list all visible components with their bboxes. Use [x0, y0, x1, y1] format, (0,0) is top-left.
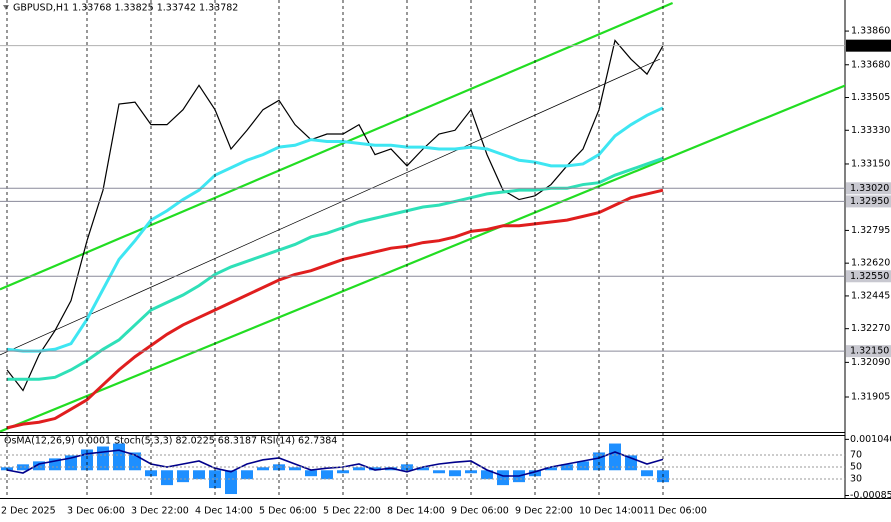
- x-tick-label: 11 Dec 06:00: [643, 506, 707, 517]
- y-tick-label: 1.31905: [851, 391, 890, 402]
- histogram-bar: [593, 452, 605, 471]
- y-tick-label: 1.33150: [851, 158, 890, 169]
- trend-line: [0, 1, 674, 291]
- histogram-bar: [145, 470, 157, 477]
- histogram-bar: [561, 464, 573, 471]
- y-tick-label: 1.32620: [851, 258, 890, 269]
- histogram-bar: [241, 470, 253, 480]
- y-tick-label: 1.33330: [851, 125, 890, 136]
- histogram-bar: [577, 461, 589, 471]
- current-price-label: 1.33782: [850, 40, 889, 51]
- histogram-bar: [609, 443, 621, 471]
- trend-line: [0, 84, 845, 432]
- y-tick-label: 1.32090: [851, 357, 890, 368]
- histogram-bar: [273, 464, 285, 471]
- x-tick-label: 2 Dec 2025: [1, 506, 56, 517]
- level-label-box: [846, 345, 891, 358]
- histogram-bar: [481, 470, 493, 480]
- x-tick-label: 5 Dec 22:00: [323, 506, 381, 517]
- level-label: 1.33020: [850, 183, 889, 194]
- histogram-bar: [177, 470, 189, 483]
- histogram-bar: [369, 467, 381, 471]
- x-tick-label: 4 Dec 14:00: [195, 506, 253, 517]
- y2-tick-label: 50: [850, 462, 862, 473]
- histogram-bar: [97, 446, 109, 471]
- x-tick-label: 3 Dec 22:00: [131, 506, 189, 517]
- x-tick-label: 3 Dec 06:00: [67, 506, 125, 517]
- chart-title: GBPUSD,H1 1.33768 1.33825 1.33742 1.3378…: [13, 3, 238, 14]
- level-label-box: [846, 270, 891, 283]
- histogram-bar: [209, 470, 221, 489]
- trend-line: [0, 58, 660, 356]
- y-tick-label: 1.32270: [851, 323, 890, 334]
- histogram-bar: [161, 470, 173, 486]
- y2-tick-label: 70: [850, 450, 862, 461]
- indicator-title: OsMA(12,26,9) 0.0001 Stoch(5,3,3) 82.022…: [4, 436, 337, 447]
- histogram-bar: [113, 443, 125, 471]
- y-tick-label: 1.33680: [851, 59, 890, 70]
- histogram-bar: [449, 470, 461, 477]
- x-tick-label: 8 Dec 14:00: [387, 506, 445, 517]
- series-line: [6, 39, 664, 392]
- histogram-bar: [401, 464, 413, 471]
- y-tick-label: 1.33860: [851, 26, 890, 37]
- histogram-bar: [257, 467, 269, 471]
- y-tick-label: 0.0010405: [850, 434, 891, 445]
- histogram-bar: [193, 470, 205, 480]
- y-tick-label: 1.33505: [851, 92, 890, 103]
- symbol-icon: [3, 5, 9, 10]
- histogram-bar: [49, 458, 61, 471]
- histogram-bar: [497, 470, 509, 486]
- x-tick-label: 9 Dec 06:00: [451, 506, 509, 517]
- level-label: 1.32550: [850, 271, 889, 282]
- current-price-box: [846, 39, 891, 52]
- histogram-bar: [641, 470, 653, 477]
- x-tick-label: 9 Dec 22:00: [515, 506, 573, 517]
- y2-tick-label: 30: [850, 474, 862, 485]
- y-tick-label: 1.32445: [851, 290, 890, 301]
- level-label-box: [846, 195, 891, 208]
- series-line: [6, 106, 664, 353]
- histogram-bar: [417, 467, 429, 471]
- level-label: 1.32950: [850, 196, 889, 207]
- histogram-bar: [17, 464, 29, 471]
- histogram-bar: [545, 467, 557, 471]
- histogram-bar: [225, 470, 237, 495]
- histogram-bar: [353, 467, 365, 471]
- x-tick-label: 5 Dec 06:00: [259, 506, 317, 517]
- level-label-box: [846, 182, 891, 195]
- histogram-bar: [433, 470, 445, 474]
- y-tick-label: -0.000850: [850, 490, 891, 501]
- histogram-bar: [529, 470, 541, 477]
- histogram-bar: [465, 470, 477, 474]
- level-label: 1.32150: [850, 346, 889, 357]
- y-tick-label: 1.32795: [851, 225, 890, 236]
- histogram-bar: [321, 470, 333, 480]
- histogram-bar: [305, 470, 317, 477]
- x-tick-label: 10 Dec 14:00: [579, 506, 643, 517]
- histogram-bar: [337, 470, 349, 474]
- series-line: [6, 188, 664, 430]
- histogram-bar: [289, 467, 301, 471]
- histogram-bar: [33, 461, 45, 471]
